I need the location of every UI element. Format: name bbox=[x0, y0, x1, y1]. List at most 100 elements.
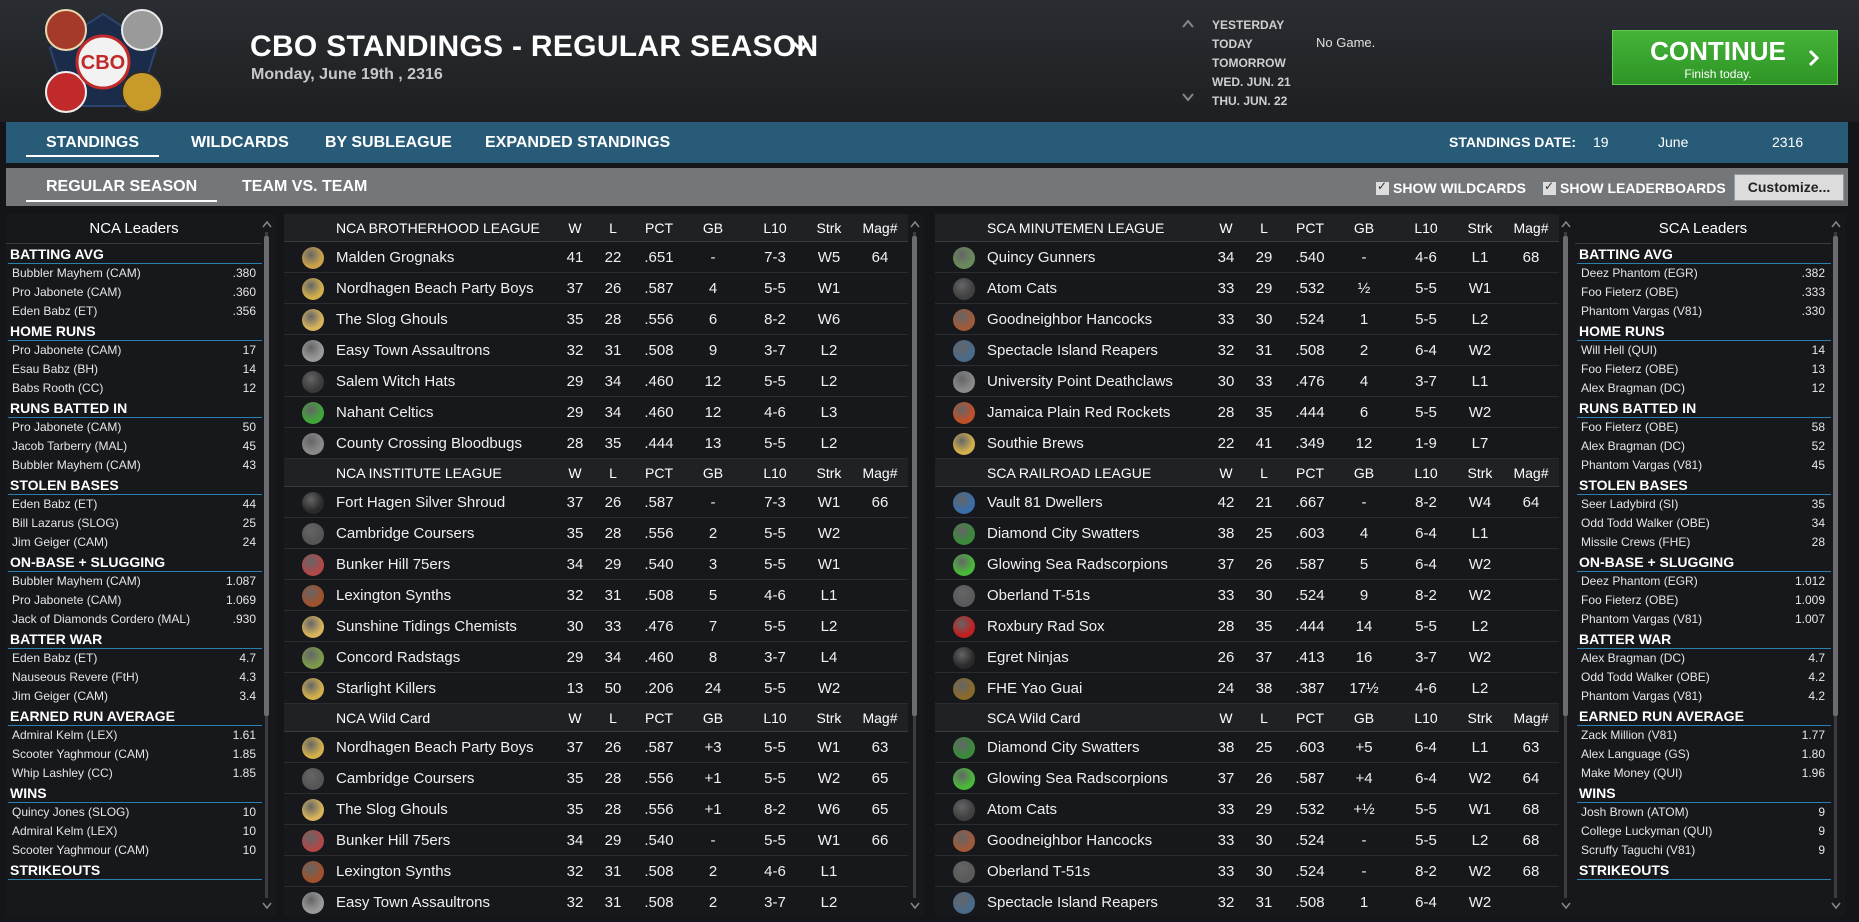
day-yesterday[interactable]: YESTERDAY bbox=[1212, 18, 1285, 32]
column-header-mag[interactable]: Mag# bbox=[862, 220, 898, 236]
team-row[interactable]: Nordhagen Beach Party Boys 37 26 .587 4 5-5 W1 bbox=[284, 273, 908, 304]
team-row[interactable]: Sunshine Tidings Chemists 30 33 .476 7 5-5 L2 bbox=[284, 611, 908, 642]
team-row[interactable]: Spectacle Island Reapers 32 31 .508 2 6-4 W2 bbox=[935, 335, 1559, 366]
team-name[interactable]: The Slog Ghouls bbox=[336, 311, 448, 328]
chevron-up-icon[interactable] bbox=[1180, 17, 1196, 31]
leader-row[interactable]: Bubbler Mayhem (CAM) 43 bbox=[8, 456, 262, 475]
team-name[interactable]: Cambridge Coursers bbox=[336, 770, 475, 787]
vertical-scrollbar[interactable] bbox=[910, 218, 920, 912]
column-header-pct[interactable]: PCT bbox=[1296, 710, 1324, 726]
scroll-down-icon[interactable] bbox=[262, 902, 272, 910]
column-header-strk[interactable]: Strk bbox=[1467, 220, 1493, 236]
tab-regular-season[interactable]: REGULAR SEASON bbox=[25, 168, 218, 206]
column-header-l10[interactable]: L10 bbox=[1414, 465, 1438, 481]
team-row[interactable]: Easy Town Assaultrons 32 31 .508 9 3-7 L2 bbox=[284, 335, 908, 366]
column-header-pct[interactable]: PCT bbox=[1296, 465, 1324, 481]
column-header-mag[interactable]: Mag# bbox=[1513, 465, 1549, 481]
scroll-up-icon[interactable] bbox=[1561, 220, 1571, 228]
team-name[interactable]: Fort Hagen Silver Shroud bbox=[336, 494, 506, 511]
standings-date-year[interactable]: 2316 bbox=[1772, 134, 1804, 150]
team-name[interactable]: Goodneighbor Hancocks bbox=[987, 832, 1153, 849]
leader-row[interactable]: Admiral Kelm (LEX) 1.61 bbox=[8, 726, 262, 745]
leader-row[interactable]: Jacob Tarberry (MAL) 45 bbox=[8, 437, 262, 456]
team-row[interactable]: The Slog Ghouls 35 28 .556 +1 8-2 W6 65 bbox=[284, 794, 908, 825]
leader-row[interactable]: Alex Language (GS) 1.80 bbox=[1577, 745, 1831, 764]
team-row[interactable]: Egret Ninjas 26 37 .413 16 3-7 W2 bbox=[935, 642, 1559, 673]
column-header-strk[interactable]: Strk bbox=[1467, 710, 1493, 726]
team-row[interactable]: Glowing Sea Radscorpions 37 26 .587 5 6-4 W2 bbox=[935, 549, 1559, 580]
team-row[interactable]: Cambridge Coursers 35 28 .556 2 5-5 W2 bbox=[284, 518, 908, 549]
leader-row[interactable]: Pro Jabonete (CAM) 50 bbox=[8, 418, 262, 437]
column-header-l[interactable]: L bbox=[1260, 710, 1268, 726]
column-header-mag[interactable]: Mag# bbox=[1513, 710, 1549, 726]
team-row[interactable]: Goodneighbor Hancocks 33 30 .524 - 5-5 L2 68 bbox=[935, 825, 1559, 856]
customize-button[interactable]: Customize... bbox=[1734, 174, 1844, 201]
column-header-mag[interactable]: Mag# bbox=[1513, 220, 1549, 236]
leader-row[interactable]: Pro Jabonete (CAM) 17 bbox=[8, 341, 262, 360]
team-row[interactable]: The Slog Ghouls 35 28 .556 6 8-2 W6 bbox=[284, 304, 908, 335]
team-row[interactable]: Starlight Killers 13 50 .206 24 5-5 W2 bbox=[284, 673, 908, 704]
team-row[interactable]: Goodneighbor Hancocks 33 30 .524 1 5-5 L2 bbox=[935, 304, 1559, 335]
leader-row[interactable]: Esau Babz (BH) 14 bbox=[8, 360, 262, 379]
leader-row[interactable]: Foo Fieterz (OBE) 13 bbox=[1577, 360, 1831, 379]
team-row[interactable]: FHE Yao Guai 24 38 .387 17½ 4-6 L2 bbox=[935, 673, 1559, 704]
column-header-l10[interactable]: L10 bbox=[763, 220, 787, 236]
team-row[interactable]: Salem Witch Hats 29 34 .460 12 5-5 L2 bbox=[284, 366, 908, 397]
team-row[interactable]: Diamond City Swatters 38 25 .603 +5 6-4 L1 63 bbox=[935, 732, 1559, 763]
leader-row[interactable]: Odd Todd Walker (OBE) 4.2 bbox=[1577, 668, 1831, 687]
leader-row[interactable]: Pro Jabonete (CAM) .360 bbox=[8, 283, 262, 302]
chevron-down-icon[interactable] bbox=[790, 36, 812, 58]
team-name[interactable]: Vault 81 Dwellers bbox=[987, 494, 1103, 511]
team-name[interactable]: Atom Cats bbox=[987, 280, 1058, 297]
team-row[interactable]: Roxbury Rad Sox 28 35 .444 14 5-5 L2 bbox=[935, 611, 1559, 642]
column-header-l[interactable]: L bbox=[1260, 465, 1268, 481]
leader-row[interactable]: Foo Fieterz (OBE) 1.009 bbox=[1577, 591, 1831, 610]
tab-wildcards[interactable]: WILDCARDS bbox=[191, 134, 289, 151]
column-header-gb[interactable]: GB bbox=[1353, 465, 1375, 481]
team-name[interactable]: Glowing Sea Radscorpions bbox=[987, 556, 1168, 573]
day-wed[interactable]: WED. JUN. 21 bbox=[1212, 75, 1291, 89]
leader-row[interactable]: Quincy Jones (SLOG) 10 bbox=[8, 803, 262, 822]
leader-row[interactable]: Make Money (QUI) 1.96 bbox=[1577, 764, 1831, 783]
team-row[interactable]: Southie Brews 22 41 .349 12 1-9 L7 bbox=[935, 428, 1559, 459]
team-name[interactable]: Easy Town Assaultrons bbox=[336, 894, 490, 911]
team-row[interactable]: Vault 81 Dwellers 42 21 .667 - 8-2 W4 64 bbox=[935, 487, 1559, 518]
team-row[interactable]: Lexington Synths 32 31 .508 5 4-6 L1 bbox=[284, 580, 908, 611]
column-header-strk[interactable]: Strk bbox=[816, 220, 842, 236]
column-header-gb[interactable]: GB bbox=[702, 220, 724, 236]
team-row[interactable]: Spectacle Island Reapers 32 31 .508 1 6-4 W2 bbox=[935, 887, 1559, 916]
tab-standings[interactable]: STANDINGS bbox=[25, 122, 160, 163]
leader-row[interactable]: Will Hell (QUI) 14 bbox=[1577, 341, 1831, 360]
team-name[interactable]: Southie Brews bbox=[987, 435, 1084, 452]
team-row[interactable]: Jamaica Plain Red Rockets 28 35 .444 6 5-5 W2 bbox=[935, 397, 1559, 428]
column-header-gb[interactable]: GB bbox=[1353, 710, 1375, 726]
team-name[interactable]: Diamond City Swatters bbox=[987, 739, 1140, 756]
team-row[interactable]: Nordhagen Beach Party Boys 37 26 .587 +3 5-5 W… bbox=[284, 732, 908, 763]
leader-row[interactable]: Jack of Diamonds Cordero (MAL) .930 bbox=[8, 610, 262, 629]
vertical-scrollbar[interactable] bbox=[262, 218, 272, 912]
column-header-gb[interactable]: GB bbox=[702, 465, 724, 481]
team-row[interactable]: Malden Grognaks 41 22 .651 - 7-3 W5 64 bbox=[284, 242, 908, 273]
team-row[interactable]: Diamond City Swatters 38 25 .603 4 6-4 L1 bbox=[935, 518, 1559, 549]
column-header-l[interactable]: L bbox=[1260, 220, 1268, 236]
team-name[interactable]: Goodneighbor Hancocks bbox=[987, 311, 1153, 328]
vertical-scrollbar[interactable] bbox=[1561, 218, 1571, 912]
team-name[interactable]: Nordhagen Beach Party Boys bbox=[336, 739, 534, 756]
column-header-mag[interactable]: Mag# bbox=[862, 465, 898, 481]
column-header-strk[interactable]: Strk bbox=[816, 710, 842, 726]
column-header-gb[interactable]: GB bbox=[702, 710, 724, 726]
column-header-l10[interactable]: L10 bbox=[763, 710, 787, 726]
leader-row[interactable]: Missile Crews (FHE) 28 bbox=[1577, 533, 1831, 552]
team-row[interactable]: Lexington Synths 32 31 .508 2 4-6 L1 bbox=[284, 856, 908, 887]
column-header-w[interactable]: W bbox=[568, 710, 582, 726]
team-name[interactable]: Malden Grognaks bbox=[336, 249, 455, 266]
column-header-w[interactable]: W bbox=[1219, 710, 1233, 726]
team-name[interactable]: Bunker Hill 75ers bbox=[336, 556, 451, 573]
team-row[interactable]: Glowing Sea Radscorpions 37 26 .587 +4 6-4 W2 6… bbox=[935, 763, 1559, 794]
column-header-pct[interactable]: PCT bbox=[1296, 220, 1324, 236]
column-header-pct[interactable]: PCT bbox=[645, 710, 673, 726]
team-name[interactable]: Spectacle Island Reapers bbox=[987, 894, 1158, 911]
leader-row[interactable]: Pro Jabonete (CAM) 1.069 bbox=[8, 591, 262, 610]
leader-row[interactable]: Alex Bragman (DC) 4.7 bbox=[1577, 649, 1831, 668]
team-name[interactable]: Bunker Hill 75ers bbox=[336, 832, 451, 849]
